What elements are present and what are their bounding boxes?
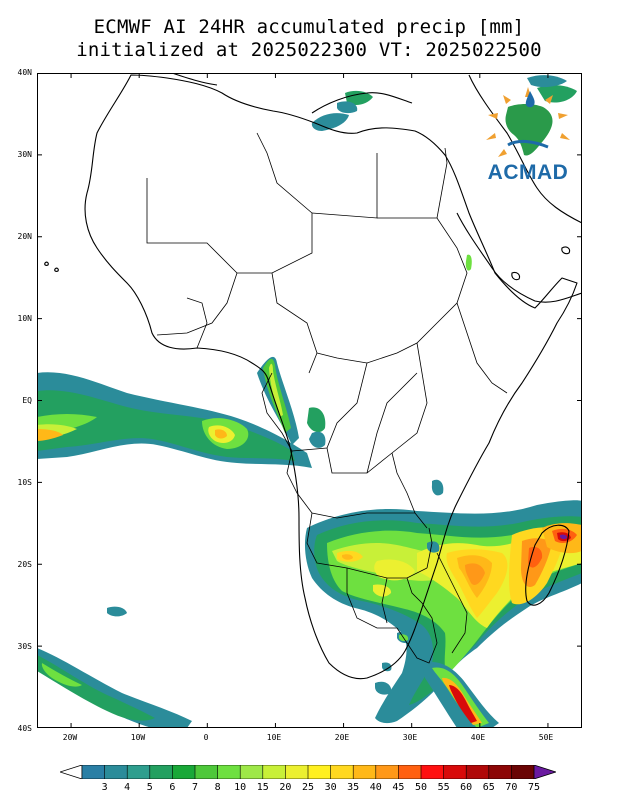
lon-label-30e: 30E xyxy=(402,733,418,742)
map-title-line2: initialized at 2025022300 VT: 2025022500 xyxy=(76,39,542,61)
colorbar-box xyxy=(285,765,309,779)
colorbar-label: 45 xyxy=(392,782,405,793)
precip-map xyxy=(37,73,582,728)
colorbar-box xyxy=(239,765,264,779)
lat-label-30s: 30S xyxy=(17,642,32,651)
lat-label-eq: EQ xyxy=(22,396,32,405)
lat-label-40n: 40N xyxy=(17,68,32,77)
colorbar-low-extend xyxy=(60,765,83,779)
colorbar-label: 7 xyxy=(191,782,199,793)
colorbar-box xyxy=(511,765,535,779)
colorbar-label: 20 xyxy=(279,782,292,793)
lat-label-40s: 40S xyxy=(17,724,32,733)
colorbar-label: 50 xyxy=(414,782,428,793)
lon-label-0: 0 xyxy=(203,733,209,742)
lon-label-20w: 20W xyxy=(62,733,78,742)
precip-colorbar xyxy=(60,765,556,779)
lat-label-20n: 20N xyxy=(17,232,32,241)
colorbar-label: 15 xyxy=(256,782,269,793)
colorbar-label: 3 xyxy=(101,782,108,793)
colorbar-box xyxy=(465,765,490,779)
colorbar-box xyxy=(375,765,400,779)
colorbar-box xyxy=(194,765,219,779)
colorbar-label: 5 xyxy=(146,782,153,793)
colorbar-box xyxy=(81,765,106,779)
colorbar-label: 25 xyxy=(301,782,315,793)
colorbar-box xyxy=(172,765,196,779)
colorbar-box xyxy=(488,765,513,779)
colorbar-box xyxy=(398,765,422,779)
colorbar-label: 35 xyxy=(347,782,360,793)
colorbar-box xyxy=(330,765,355,779)
colorbar-label: 10 xyxy=(234,782,247,793)
colorbar-label: 75 xyxy=(527,782,541,793)
lat-label-20s: 20S xyxy=(17,560,32,569)
colorbar-label: 60 xyxy=(460,782,473,793)
colorbar-box xyxy=(262,765,287,779)
colorbar-box xyxy=(217,765,242,779)
colorbar-label: 55 xyxy=(437,782,450,793)
colorbar-box xyxy=(149,765,174,779)
colorbar-box xyxy=(352,765,377,779)
colorbar-label: 70 xyxy=(505,782,518,793)
country-borders xyxy=(146,132,508,664)
acmad-logo-text: ACMAD xyxy=(487,161,569,184)
lat-label-10s: 10S xyxy=(17,478,32,487)
colorbar-box xyxy=(126,765,151,779)
lon-label-20e: 20E xyxy=(334,733,350,742)
lon-label-50e: 50E xyxy=(538,733,554,742)
colorbar-label: 6 xyxy=(169,782,176,793)
colorbar-label: 30 xyxy=(324,782,337,793)
colorbar-label: 8 xyxy=(214,782,221,793)
colorbar-box xyxy=(420,765,445,779)
precip-field xyxy=(37,75,582,728)
acmad-logo: ACMAD xyxy=(478,85,578,187)
lon-label-40e: 40E xyxy=(470,733,486,742)
lon-label-10w: 10W xyxy=(130,733,146,742)
colorbar-high-extend xyxy=(533,765,556,779)
colorbar-box xyxy=(307,765,332,779)
lat-label-10n: 10N xyxy=(17,314,32,323)
colorbar-label: 65 xyxy=(482,782,495,793)
lat-label-30n: 30N xyxy=(17,150,32,159)
colorbar-label: 4 xyxy=(124,782,131,793)
coastlines xyxy=(44,73,582,680)
map-title-line1: ECMWF AI 24HR accumulated precip [mm] xyxy=(93,16,525,38)
colorbar-box xyxy=(443,765,468,779)
lon-label-10e: 10E xyxy=(266,733,282,742)
colorbar-box xyxy=(104,765,128,779)
colorbar-label: 40 xyxy=(369,782,382,793)
acmad-emblem-icon xyxy=(486,87,570,157)
